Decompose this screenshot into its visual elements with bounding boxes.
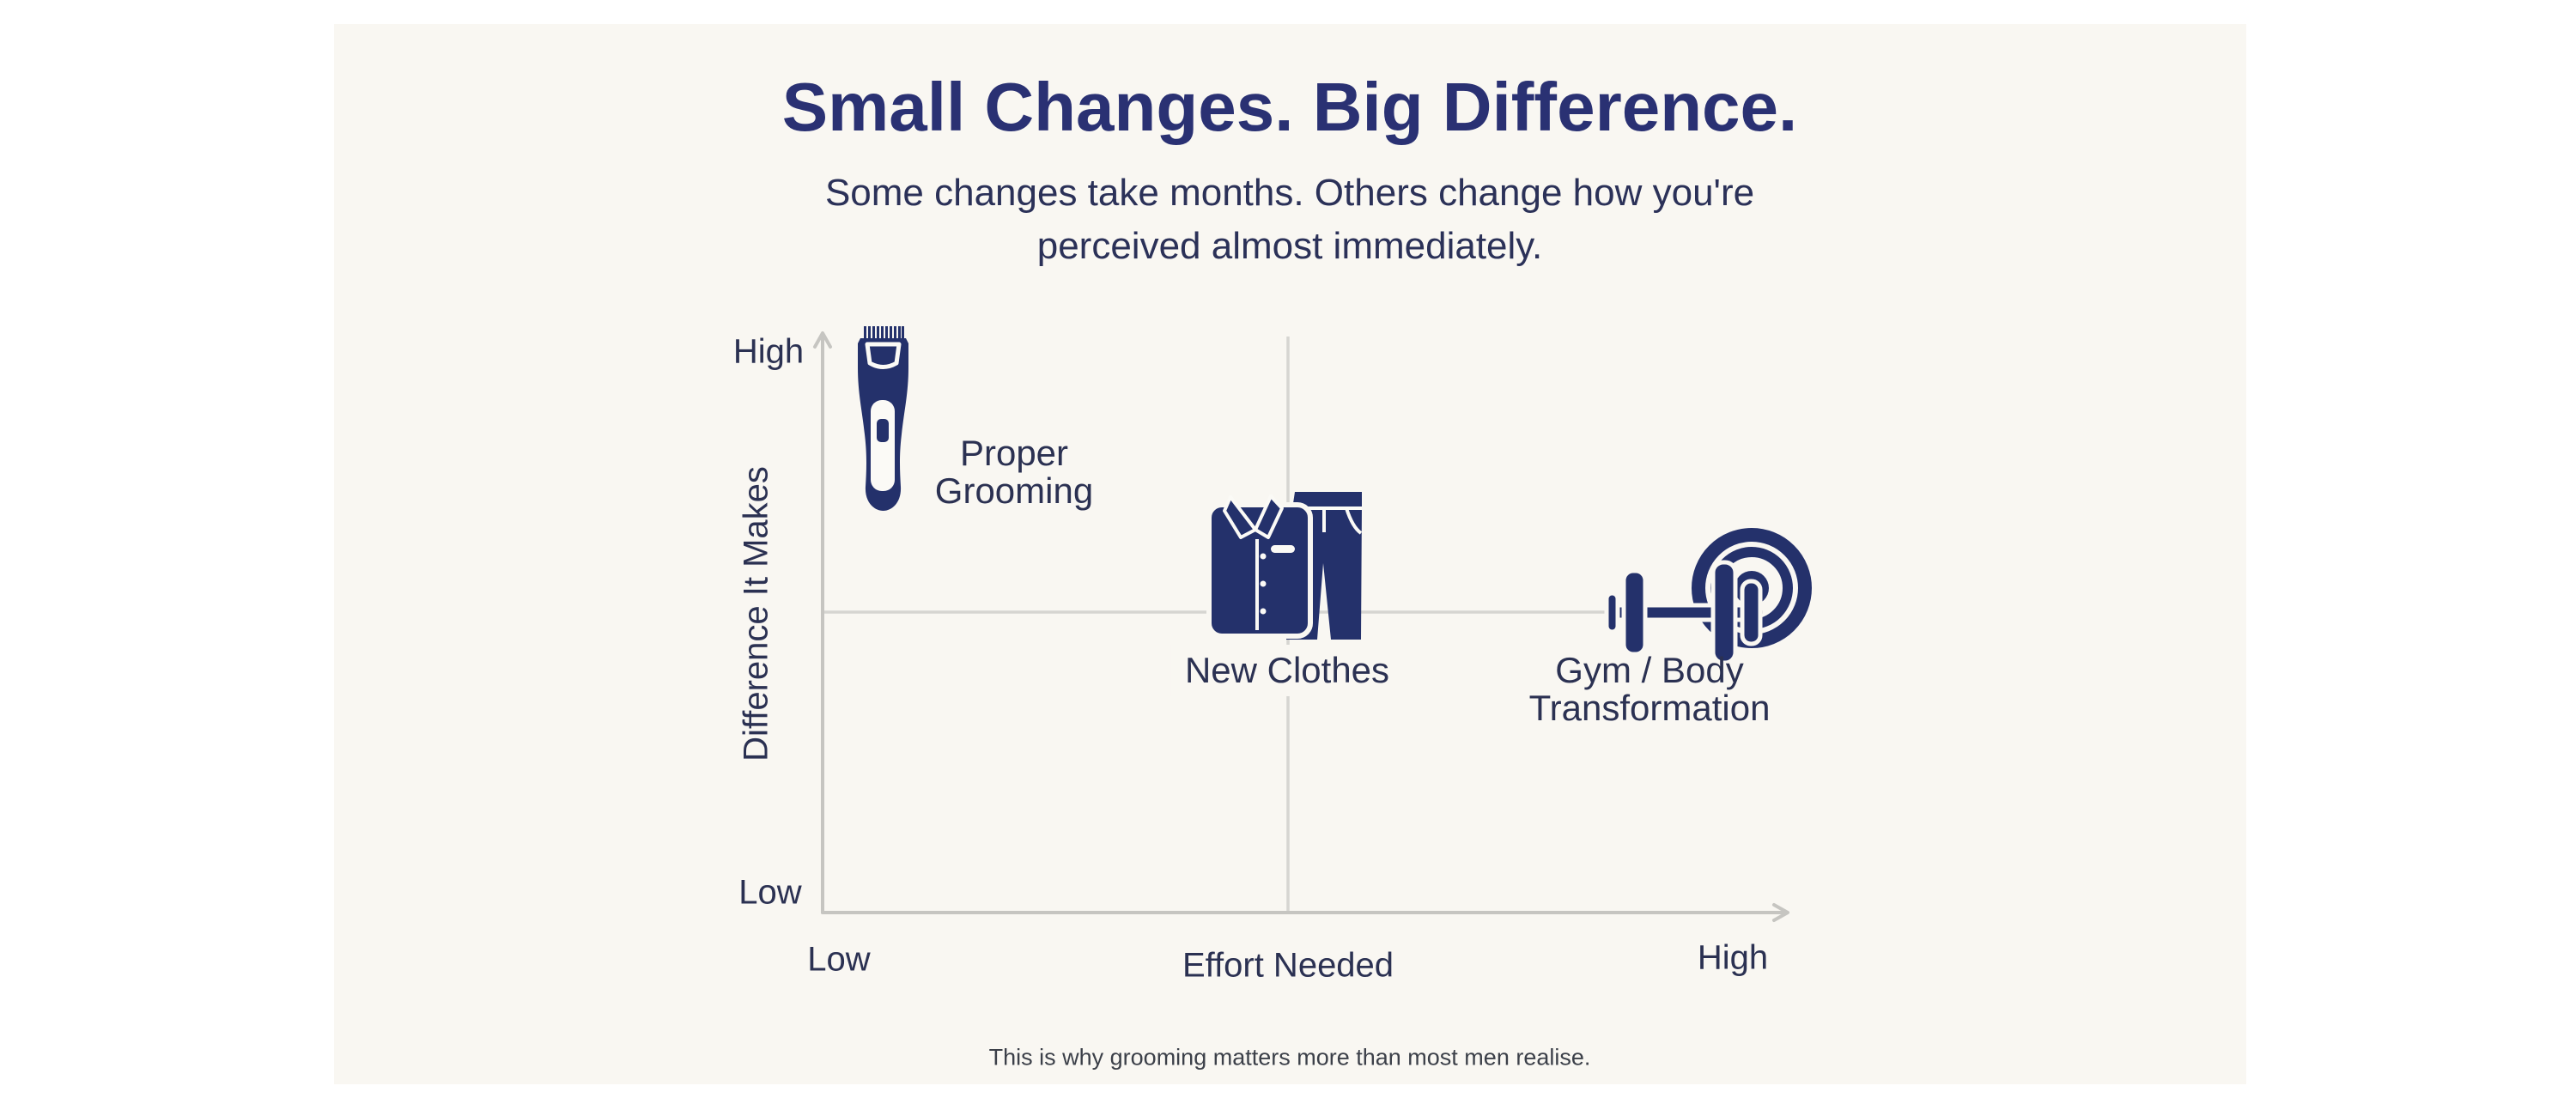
clothes-icon [1206,492,1363,640]
point-label-proper-grooming: Proper Grooming [935,434,1093,510]
dumbbell-plate-right-large [1710,560,1738,665]
trimmer-teeth [864,326,904,340]
dumbbell-plate-left [1621,568,1648,657]
point-label-new-clothes: New Clothes [1170,645,1404,696]
dumbbell-plate-right-small [1740,579,1763,646]
subtitle-line-1: Some changes take months. Others change … [824,172,1755,214]
point-label-line: Transformation [1528,688,1771,728]
page-title: Small Changes. Big Difference. [781,69,1798,145]
y-axis-arrow-icon [813,331,832,349]
trimmer-icon [858,326,908,511]
x-axis-tick-high: High [1697,938,1769,977]
x-axis-tick-low: Low [807,940,871,979]
subtitle-line-2: perceived almost immediately. [1036,225,1543,267]
axes [813,331,1789,922]
trimmer-head-outline [865,342,902,369]
quadrant-chart [813,326,1812,922]
dumbbell-icon [1604,528,1812,665]
y-axis-tick-high: High [732,332,805,371]
point-label-gym-body-transformation: Gym / Body Transformation [1529,652,1771,727]
point-label-line: Grooming [934,470,1094,511]
y-axis-title: Difference It Makes [737,466,775,761]
x-axis-title: Effort Needed [1182,946,1394,985]
y-axis-tick-low: Low [738,873,802,912]
page-subtitle: Some changes take months. Others change … [825,167,1754,273]
point-label-line: New Clothes [1184,650,1390,690]
dumbbell-end-cap [1604,591,1620,634]
shirt-collar-left [1223,495,1257,539]
point-label-line: Proper [959,433,1069,473]
point-label-line: Gym / Body [1555,650,1744,690]
shirt-pocket [1271,545,1295,553]
trimmer-button [877,419,889,442]
trimmer-panel [871,400,895,491]
infographic-canvas: Small Changes. Big Difference. Some chan… [334,24,2246,1084]
shirt-icon [1206,494,1313,639]
x-axis-arrow-icon [1772,903,1789,922]
shirt-collar-right [1254,494,1284,539]
footer-caption: This is why grooming matters more than m… [988,1044,1591,1071]
